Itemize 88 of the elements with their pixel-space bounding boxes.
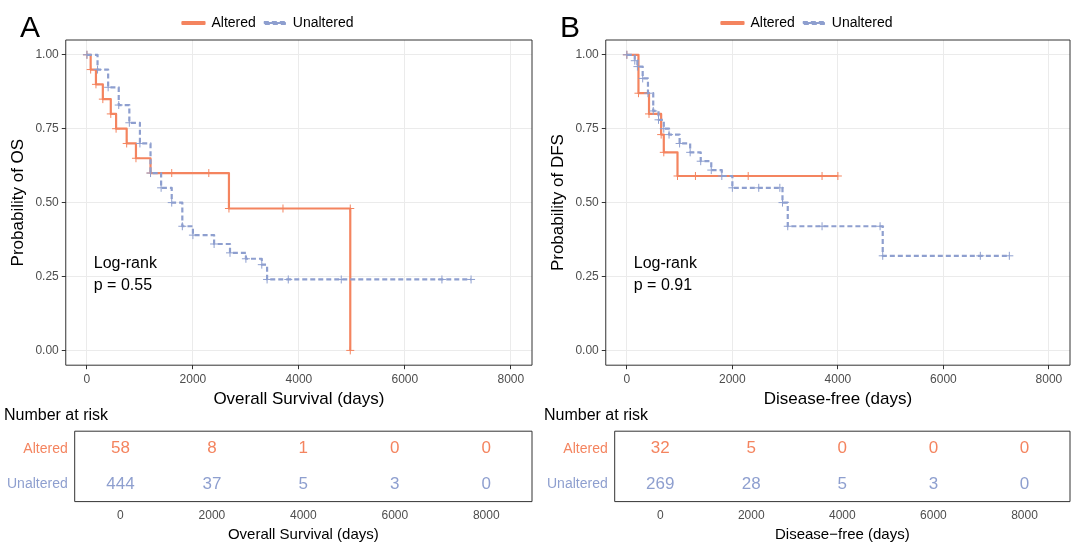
annotation: Log-rank [93, 253, 158, 271]
data-label: 32 [650, 438, 670, 458]
y-tick-label: 0.25 [575, 268, 600, 283]
point [177, 221, 187, 231]
data-label: 8 [207, 438, 217, 458]
y-tick-label: 0.00 [575, 342, 600, 357]
data-label: 37 [202, 473, 222, 493]
legend-label: Altered [211, 13, 256, 30]
x-tick-label: 6000 [381, 508, 409, 523]
y-tick-label: 0.75 [35, 121, 60, 135]
point [754, 183, 764, 193]
y-tick-label: 0.25 [35, 268, 60, 283]
y-tick-label: Altered [563, 439, 608, 456]
point [241, 254, 251, 264]
y-tick-label: 0.00 [35, 342, 60, 357]
y-tick-label: Unaltered [7, 474, 68, 491]
x-tick-label: 0 [117, 508, 125, 523]
x-tick-label: 6000 [930, 371, 958, 386]
x-tick-label: 4000 [290, 508, 318, 523]
x-tick-label: 2000 [737, 508, 765, 523]
data-label: 3 [928, 473, 939, 493]
x-tick-label: 2000 [179, 371, 207, 386]
legend-label: Unaltered [292, 13, 354, 30]
point [114, 100, 124, 110]
y-tick-label: Unaltered [547, 474, 608, 491]
x-tick-label: 0 [83, 371, 91, 386]
x-axis-title: Disease-free (days) [763, 389, 913, 409]
data-label: 5 [837, 473, 848, 493]
point [975, 251, 985, 261]
point [93, 65, 103, 75]
y-tick-label: 1.00 [35, 47, 60, 62]
point [437, 274, 447, 284]
y-tick-label: 0.50 [35, 194, 60, 209]
point [817, 221, 827, 231]
data-label: 5 [298, 473, 309, 493]
y-axis-title: Probability of DFS [547, 134, 567, 272]
x-axis-title: Overall Survival (days) [227, 525, 379, 543]
x-tick-label: 6000 [920, 508, 948, 523]
y-axis-title: Probability of OS [7, 138, 27, 267]
data-label: 1 [298, 438, 309, 458]
point [643, 88, 653, 98]
data-label: 0 [1019, 473, 1030, 493]
legend-label: Unaltered [831, 13, 893, 30]
data-label: 28 [741, 473, 761, 493]
point [685, 147, 695, 157]
x-tick-label: 4000 [285, 371, 313, 386]
x-tick-label: 8000 [497, 371, 525, 386]
x-axis-title: Disease−free (days) [775, 525, 910, 543]
y-tick-label: 0.75 [575, 121, 600, 135]
x-tick-label: 4000 [829, 508, 857, 523]
x-tick-label: 2000 [719, 371, 747, 386]
chart-title: A [20, 10, 41, 44]
point [283, 274, 293, 284]
x-tick-label: 8000 [472, 508, 500, 523]
chart-title: Number at risk [544, 406, 650, 424]
point [654, 115, 664, 125]
x-tick-label: 0 [623, 371, 631, 386]
data-label: 0 [390, 438, 400, 458]
annotation: p = 0.91 [633, 275, 693, 293]
x-tick-label: 0 [656, 508, 664, 523]
chart-title: B [560, 10, 581, 44]
data-label: 5 [746, 438, 757, 458]
x-tick-label: 8000 [1011, 508, 1039, 523]
x-axis-title: Overall Survival (days) [213, 389, 385, 409]
point [875, 221, 885, 231]
x-tick-label: 6000 [391, 371, 419, 386]
data-label: 269 [646, 473, 675, 493]
data-label: 0 [928, 438, 939, 458]
legend-label: Altered [750, 13, 795, 30]
point [648, 106, 658, 116]
x-tick-label: 2000 [198, 508, 226, 523]
data-label: 0 [481, 438, 491, 458]
annotation: Log-rank [633, 253, 698, 271]
data-label: 0 [481, 473, 491, 493]
data-label: 0 [1019, 438, 1030, 458]
y-tick-label: 1.00 [575, 47, 600, 62]
x-tick-label: 4000 [824, 371, 852, 386]
y-tick-label: 0.50 [575, 194, 600, 209]
x-tick-label: 8000 [1035, 371, 1063, 386]
data-label: 0 [837, 438, 848, 458]
y-tick-label: Altered [23, 439, 68, 456]
annotation: p = 0.55 [93, 275, 153, 293]
data-label: 3 [390, 473, 400, 493]
point [466, 274, 476, 284]
data-label: 444 [106, 473, 135, 493]
data-label: 58 [110, 438, 130, 458]
point [878, 251, 888, 261]
chart-title: Number at risk [4, 406, 110, 424]
